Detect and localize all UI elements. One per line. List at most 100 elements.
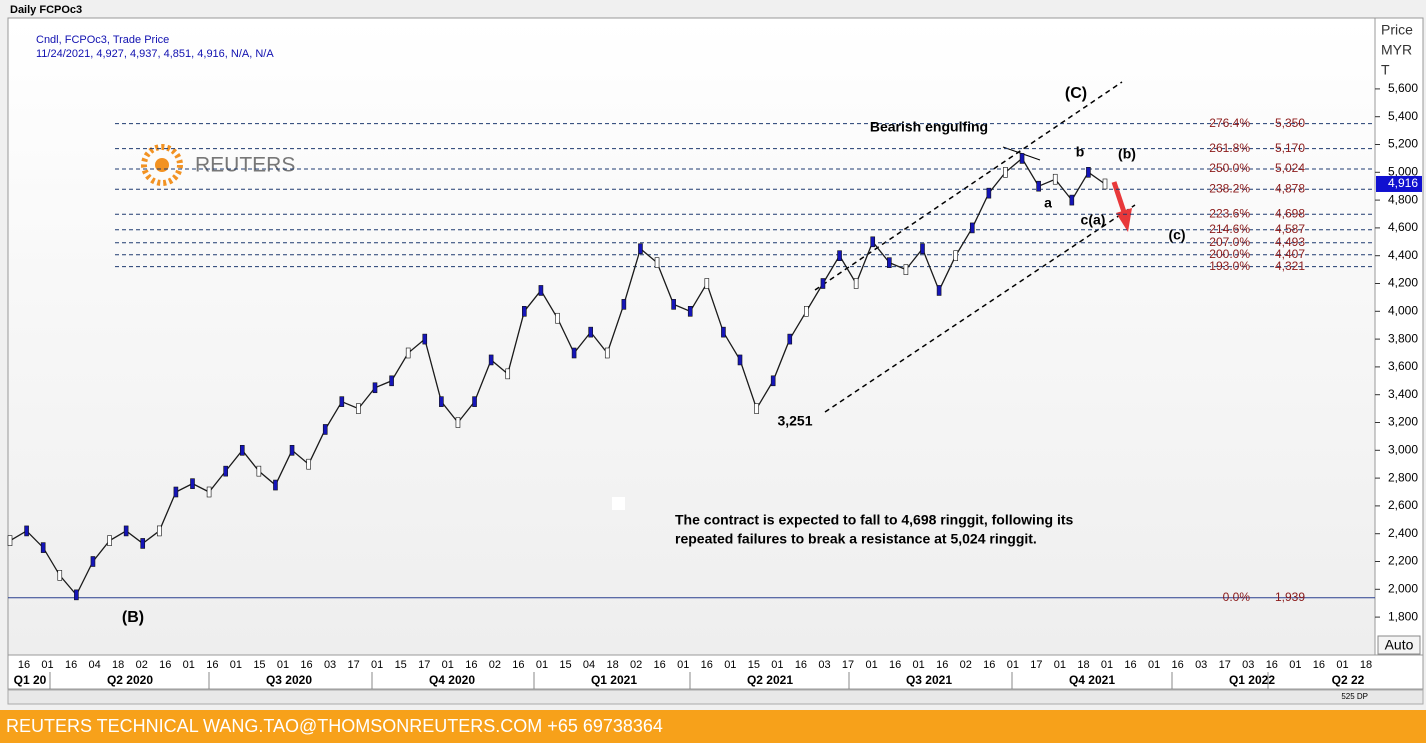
auto-button[interactable] [1377, 635, 1421, 655]
y-tick-label: 2,400 [1388, 526, 1418, 540]
x-tick-label: 16 [936, 659, 948, 671]
auto-label[interactable]: Auto [1385, 637, 1414, 653]
x-tick-label: 16 [1172, 659, 1184, 671]
candle [671, 299, 676, 310]
candle [870, 236, 876, 248]
candle [339, 396, 345, 407]
y-axis-label: MYR [1381, 42, 1412, 58]
candle [356, 403, 361, 414]
x-tick-label: 03 [818, 659, 830, 671]
x-tick-label: 01 [1289, 659, 1301, 671]
level-value: 4,321 [1275, 259, 1305, 273]
x-tick-label: 16 [795, 659, 807, 671]
candle [588, 326, 593, 338]
candle [969, 222, 975, 234]
candle [1019, 153, 1025, 164]
candle [173, 486, 179, 498]
x-tick-label: 16 [159, 659, 171, 671]
candle [1102, 178, 1108, 190]
y-tick-label: 5,000 [1388, 164, 1418, 178]
candle [422, 333, 428, 345]
x-tick-label: 01 [1007, 659, 1019, 671]
note: The contract is expected to fall to 4,69… [675, 512, 1073, 528]
candle [604, 347, 610, 359]
x-tick-label: 15 [559, 659, 571, 671]
candle [455, 417, 461, 428]
last-price-box [1376, 175, 1422, 192]
quarter-label: Q1 2021 [591, 673, 637, 687]
candle [140, 538, 146, 549]
x-tick-label: 15 [748, 659, 760, 671]
y-tick-label: 3,800 [1388, 331, 1418, 345]
candle [306, 458, 311, 470]
x-tick-label: 03 [1195, 659, 1207, 671]
y-tick-label: 2,600 [1388, 498, 1418, 512]
x-tick-label: 16 [512, 659, 524, 671]
candle [40, 542, 46, 553]
candle [223, 465, 228, 477]
quarter-label: Q4 2020 [429, 673, 475, 687]
level-pct: 193.0% [1209, 259, 1250, 273]
x-tick-label: 01 [724, 659, 736, 671]
level-pct: 200.0% [1209, 247, 1250, 261]
y-tick-label: 4,800 [1388, 192, 1418, 206]
logo-text: REUTERS [195, 154, 295, 177]
x-tick-label: 02 [630, 659, 642, 671]
candle [1052, 173, 1058, 185]
x-tick-label: 17 [842, 659, 854, 671]
y-tick-label: 4,400 [1388, 248, 1418, 262]
x-tick-label: 17 [347, 659, 359, 671]
x-tick-label: 01 [230, 659, 242, 671]
candle [273, 479, 278, 491]
x-tick-label: 16 [983, 659, 995, 671]
x-tick-label: 18 [112, 659, 124, 671]
annotation: (b) [1118, 146, 1136, 162]
footer: REUTERS TECHNICAL WANG.TAO@THOMSONREUTER… [0, 710, 1426, 743]
x-tick-label: 18 [606, 659, 618, 671]
x-tick-label: 18 [1077, 659, 1089, 671]
y-tick-label: 2,000 [1388, 581, 1418, 595]
y-tick-label: 5,400 [1388, 109, 1418, 123]
x-tick-label: 16 [18, 659, 30, 671]
x-tick-label: 16 [465, 659, 477, 671]
note: repeated failures to break a resistance … [675, 531, 1037, 547]
candle [256, 465, 262, 477]
scrollbar[interactable] [7, 689, 1424, 705]
x-tick-label: 17 [1219, 659, 1231, 671]
x-tick-label: 01 [677, 659, 689, 671]
quarter-label: Q2 22 [1332, 673, 1365, 687]
y-axis-label: Price [1381, 22, 1413, 38]
x-tick-label: 04 [89, 659, 101, 671]
candle [538, 285, 544, 296]
x-tick-label: 16 [206, 659, 218, 671]
candle [721, 326, 726, 338]
candle [123, 525, 129, 537]
chart-title: Daily FCPOc3 [10, 4, 82, 16]
level-value: 4,878 [1275, 181, 1305, 195]
candle [488, 354, 494, 366]
candle [74, 589, 79, 601]
x-tick-label: 01 [1148, 659, 1160, 671]
x-tick-label: 01 [865, 659, 877, 671]
candle [555, 312, 560, 324]
x-tick-label: 01 [1336, 659, 1348, 671]
candle [157, 525, 162, 537]
candle [90, 556, 96, 567]
x-tick-label: 01 [771, 659, 783, 671]
chart: Daily FCPOc3 Cndl, FCPOc3, Trade Price 1… [0, 0, 1426, 710]
candle [638, 243, 643, 255]
candle [920, 243, 925, 255]
y-tick-label: 3,400 [1388, 387, 1418, 401]
y-tick-label: 5,600 [1388, 81, 1418, 95]
candle [986, 187, 992, 199]
y-tick-label: 2,800 [1388, 470, 1418, 484]
annotation: (B) [122, 609, 144, 626]
candle [787, 333, 793, 345]
candle [737, 354, 743, 366]
candle [239, 444, 245, 456]
x-tick-label: 16 [1266, 659, 1278, 671]
candle [107, 535, 112, 546]
x-tick-label: 18 [1360, 659, 1372, 671]
candle [1086, 167, 1091, 178]
